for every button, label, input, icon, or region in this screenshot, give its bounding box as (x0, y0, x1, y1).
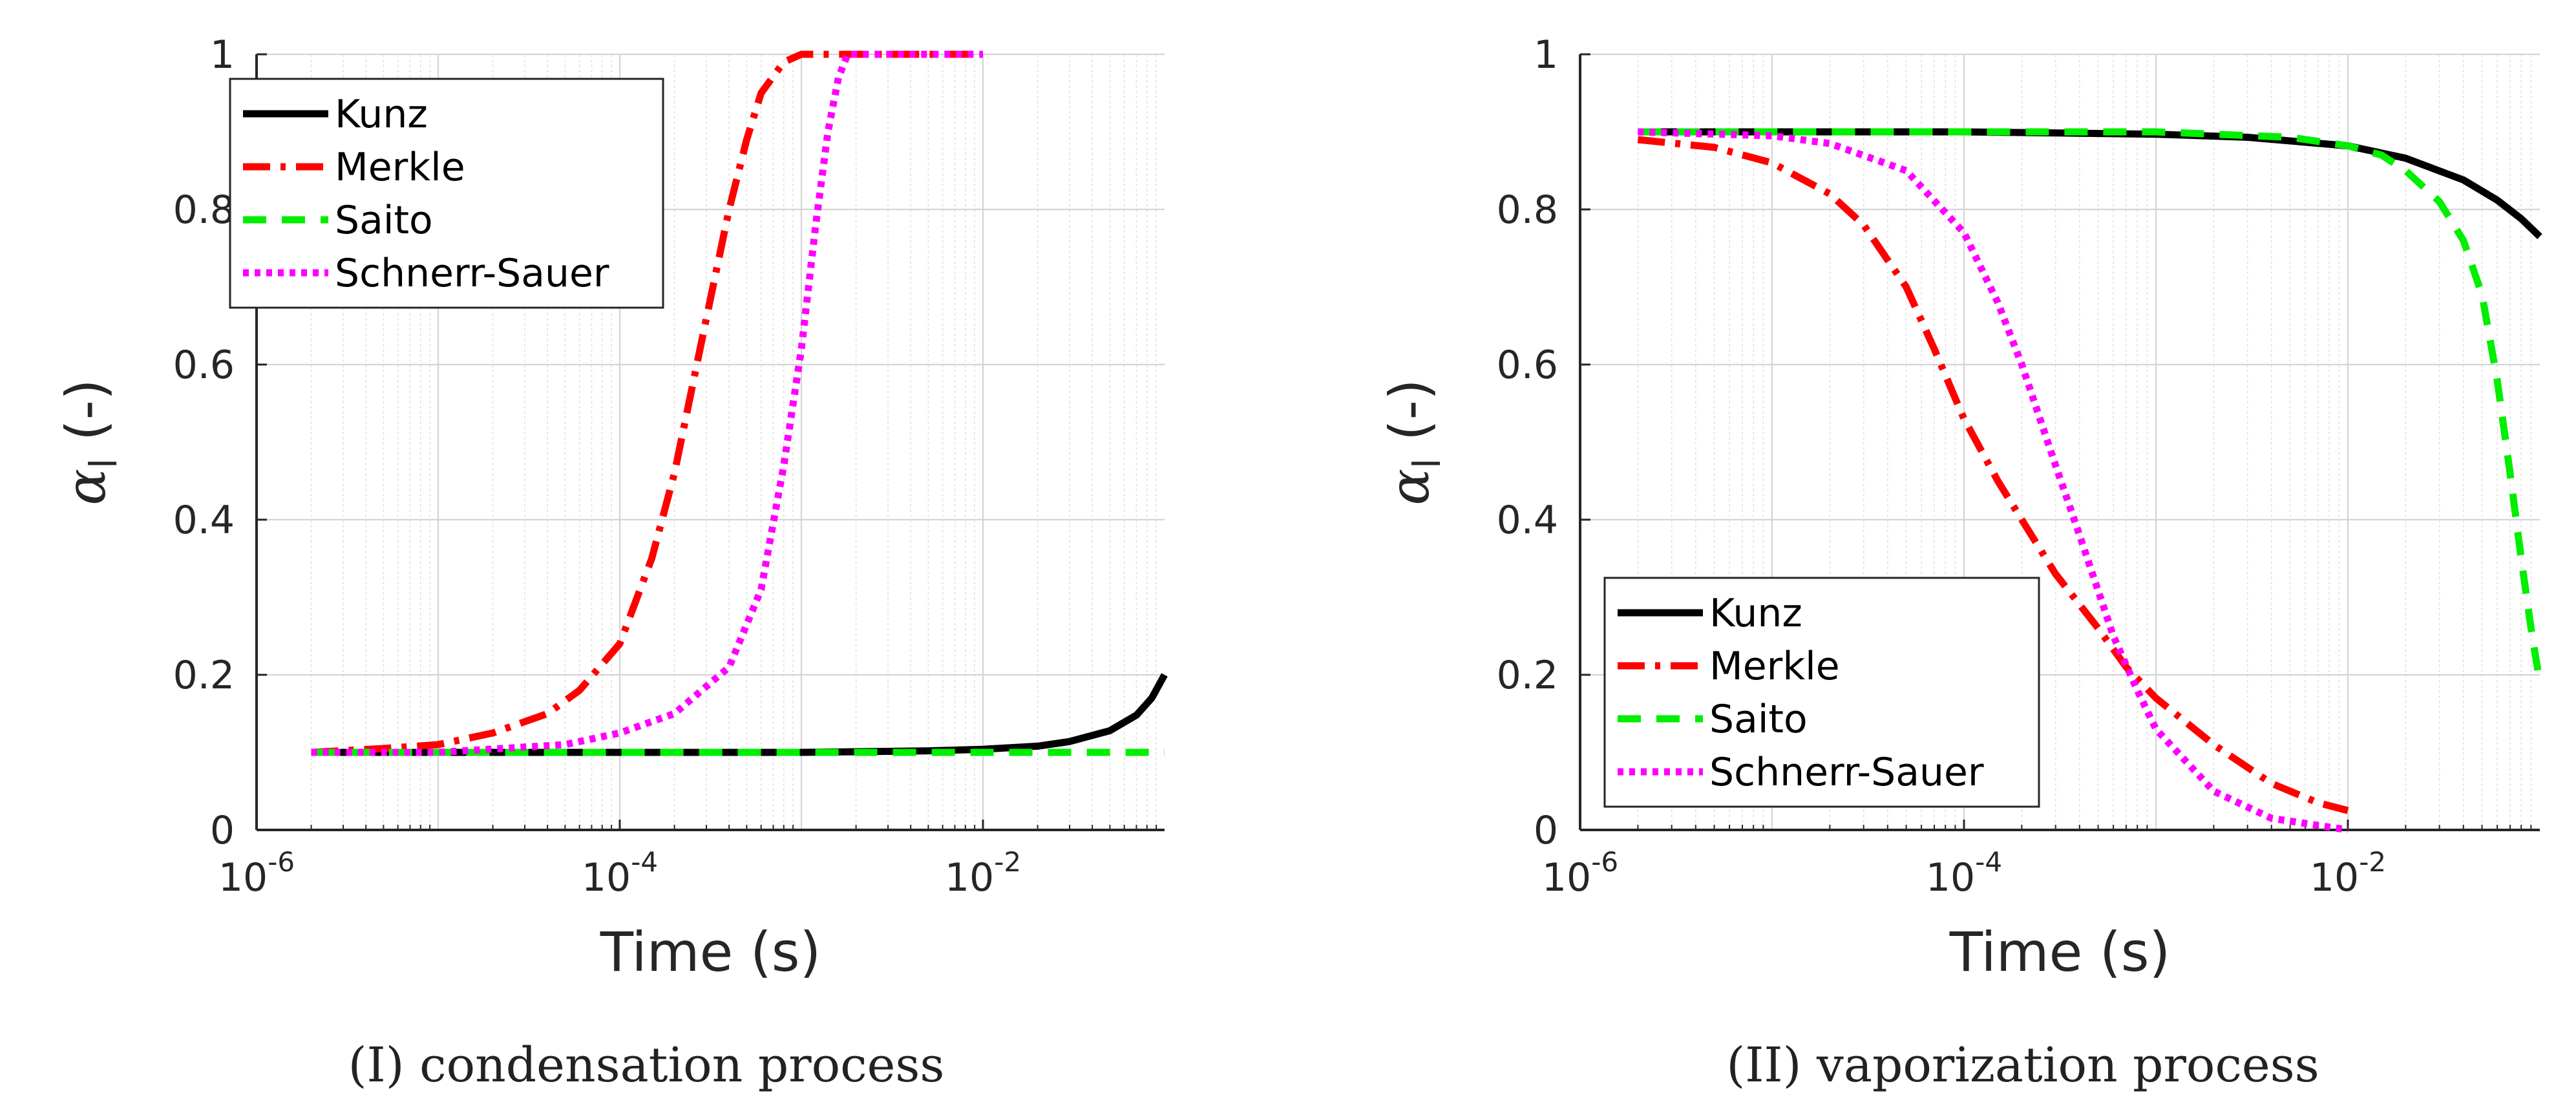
x-axis-label: Time (s) (1949, 920, 2171, 984)
legend-label: Merkle (1709, 644, 1840, 689)
y-tick-label: 0.4 (173, 498, 235, 543)
legend-label: Kunz (335, 92, 428, 137)
grid (1579, 53, 2540, 831)
x-axis-label: Time (s) (600, 920, 821, 984)
y-tick-label: 0 (210, 808, 235, 853)
x-tick-label: 10-2 (2310, 846, 2386, 900)
x-tick-label: 10-6 (1542, 846, 1618, 900)
x-tick-label: 10-4 (582, 846, 658, 900)
legend: Kunz Merkle Saito Schnerr-Sauer (229, 78, 664, 309)
x-tick-label: 10-4 (1926, 846, 2002, 900)
y-tick-label: 0.8 (1497, 187, 1558, 233)
panel-caption: (I) condensation process (348, 1037, 945, 1093)
legend-label: Schnerr-Sauer (335, 251, 609, 296)
y-axis-label: αl (-) (54, 379, 125, 505)
panel-condensation: 0 0.2 0.4 0.6 0.8 1 10-6 10-4 10-2 Time (s) αl (-)… (54, 32, 1168, 1093)
series-line-schnerr-sauer (1638, 128, 2349, 834)
y-tick-label: 1 (1534, 32, 1558, 78)
y-tick-label: 1 (210, 32, 235, 78)
x-tick-label: 10-6 (218, 846, 295, 900)
legend-label: Merkle (335, 145, 465, 190)
series-line-saito (1638, 128, 2544, 683)
y-tick-label: 0.4 (1497, 498, 1558, 543)
legend-label: Schnerr-Sauer (1709, 750, 1984, 795)
legend: Kunz Merkle Saito Schnerr-Sauer (1603, 577, 2040, 808)
y-tick-label: 0 (1534, 808, 1558, 853)
series-line-schnerr-sauer (311, 50, 983, 756)
panel-caption: (II) vaporization process (1726, 1037, 2319, 1093)
legend-label: Saito (335, 198, 433, 243)
y-tick-label: 0.6 (1497, 343, 1558, 388)
series-group (311, 50, 1168, 756)
legend-label: Saito (1709, 697, 1808, 742)
y-tick-label: 0.6 (173, 343, 235, 388)
x-tick-label: 10-2 (945, 846, 1021, 900)
panel-vaporization: 0 0.2 0.4 0.6 0.8 1 10-6 10-4 10-2 Time (s) αl (-)… (1378, 32, 2544, 1093)
y-tick-label: 0.2 (1497, 653, 1558, 698)
y-tick-label: 0.2 (173, 653, 235, 698)
legend-label: Kunz (1709, 591, 1802, 636)
series-line-merkle (311, 50, 983, 756)
y-axis-label: αl (-) (1378, 379, 1449, 505)
y-tick-label: 0.8 (173, 187, 235, 233)
series-group (1637, 128, 2544, 834)
